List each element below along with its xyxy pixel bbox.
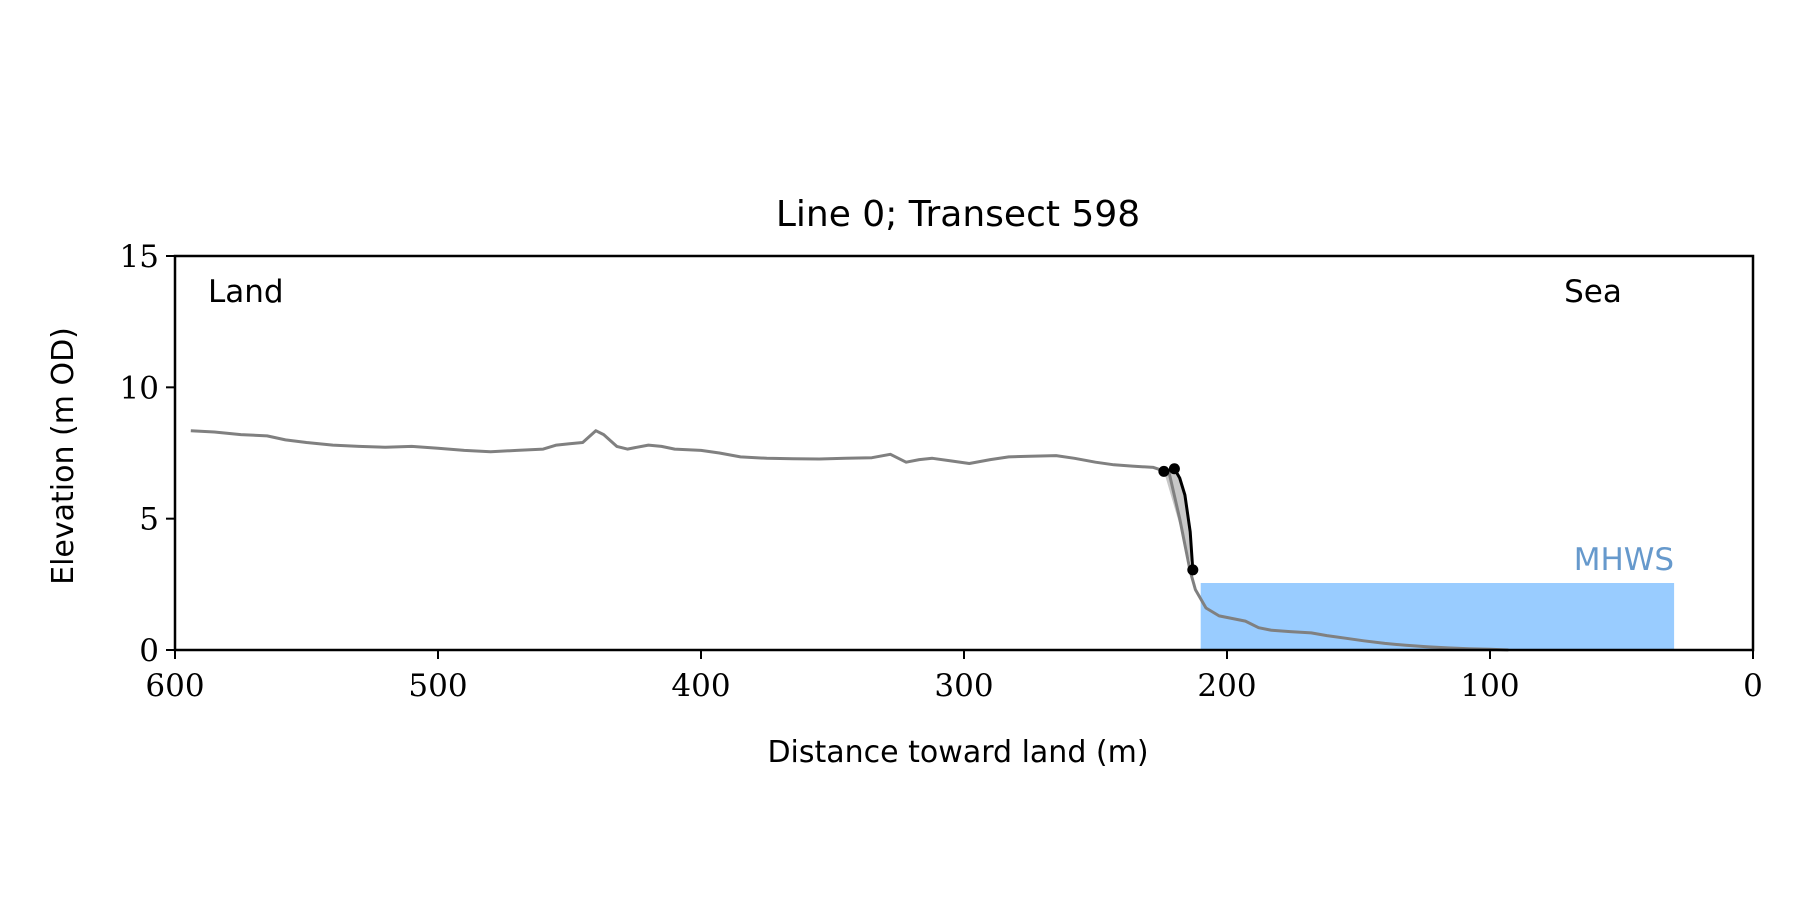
x-tick-label: 400 bbox=[671, 668, 730, 704]
cliff-point bbox=[1158, 465, 1170, 477]
land-label: Land bbox=[208, 274, 284, 310]
y-axis-label: Elevation (m OD) bbox=[46, 327, 81, 585]
mhws-band bbox=[1200, 583, 1675, 650]
x-tick-label: 0 bbox=[1743, 668, 1763, 704]
x-tick-label: 300 bbox=[934, 668, 993, 704]
y-tick-label: 10 bbox=[120, 370, 159, 406]
plot-area: MHWS bbox=[190, 429, 1675, 652]
cliff-point bbox=[1187, 564, 1199, 576]
x-tick-label: 200 bbox=[1197, 668, 1256, 704]
y-tick-label: 15 bbox=[120, 239, 159, 275]
x-tick-label: 600 bbox=[145, 668, 204, 704]
x-tick-label: 500 bbox=[408, 668, 467, 704]
x-axis-label: Distance toward land (m) bbox=[767, 735, 1148, 770]
y-tick-label: 0 bbox=[139, 633, 159, 669]
chart-title: Line 0; Transect 598 bbox=[776, 194, 1140, 235]
cliff-point bbox=[1168, 463, 1180, 475]
y-tick-label: 5 bbox=[139, 502, 159, 538]
sea-label: Sea bbox=[1564, 274, 1622, 310]
axes: 600 500 400 300 200 100 0 0 5 10 15 bbox=[120, 239, 1763, 704]
mhws-label: MHWS bbox=[1574, 542, 1674, 578]
profile-line bbox=[190, 429, 1509, 652]
x-tick-label: 100 bbox=[1460, 668, 1519, 704]
